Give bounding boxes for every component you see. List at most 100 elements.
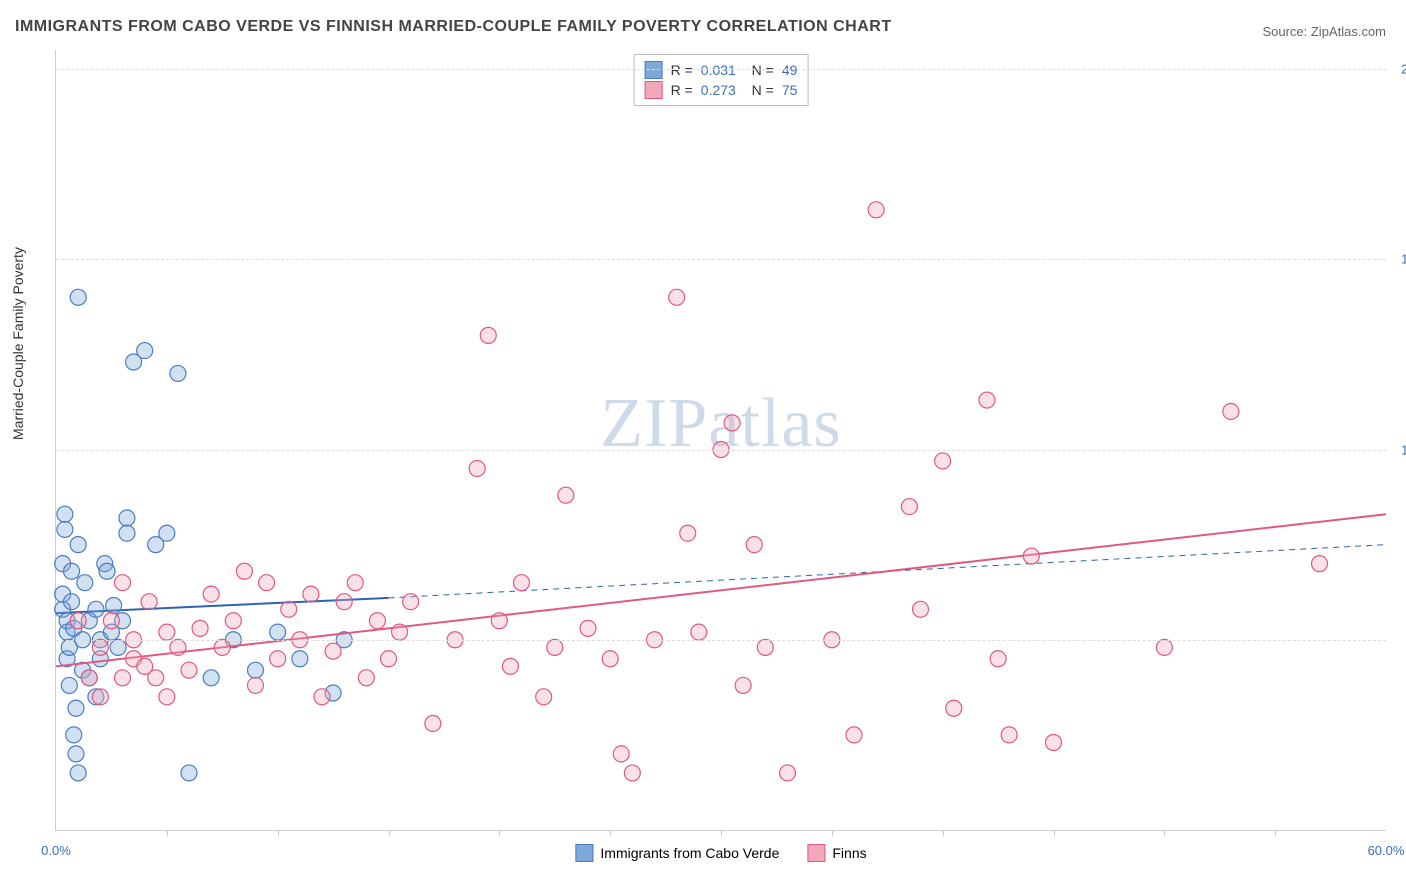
data-point bbox=[780, 765, 796, 781]
gridline bbox=[56, 69, 1386, 70]
data-point bbox=[990, 651, 1006, 667]
xtick bbox=[832, 830, 833, 836]
legend-n-value-1: 75 bbox=[782, 82, 798, 98]
legend-row-series-1: R = 0.273 N = 75 bbox=[645, 81, 798, 99]
data-point bbox=[735, 677, 751, 693]
data-point bbox=[846, 727, 862, 743]
data-point bbox=[110, 639, 126, 655]
source-attribution: Source: ZipAtlas.com bbox=[1262, 24, 1386, 39]
xtick bbox=[167, 830, 168, 836]
data-point bbox=[613, 746, 629, 762]
xtick bbox=[943, 830, 944, 836]
ytick-label: 5.0% bbox=[1390, 632, 1406, 647]
data-point bbox=[691, 624, 707, 640]
data-point bbox=[99, 563, 115, 579]
data-point bbox=[381, 651, 397, 667]
xtick bbox=[1275, 830, 1276, 836]
data-point bbox=[491, 613, 507, 629]
data-point bbox=[92, 639, 108, 655]
data-point bbox=[70, 765, 86, 781]
legend-bottom-label-0: Immigrants from Cabo Verde bbox=[600, 845, 779, 861]
data-point bbox=[514, 575, 530, 591]
data-point bbox=[1223, 403, 1239, 419]
data-point bbox=[1023, 548, 1039, 564]
legend-r-label-1: R = bbox=[671, 82, 693, 98]
scatter-svg bbox=[56, 50, 1386, 830]
data-point bbox=[724, 415, 740, 431]
data-point bbox=[303, 586, 319, 602]
data-point bbox=[480, 327, 496, 343]
data-point bbox=[88, 601, 104, 617]
data-point bbox=[270, 651, 286, 667]
legend-bottom-swatch-0 bbox=[575, 844, 593, 862]
data-point bbox=[369, 613, 385, 629]
data-point bbox=[292, 651, 308, 667]
ytick-label: 10.0% bbox=[1390, 442, 1406, 457]
legend-r-value-1: 0.273 bbox=[701, 82, 736, 98]
gridline bbox=[56, 450, 1386, 451]
data-point bbox=[119, 510, 135, 526]
xtick bbox=[278, 830, 279, 836]
data-point bbox=[64, 594, 80, 610]
data-point bbox=[580, 620, 596, 636]
data-point bbox=[358, 670, 374, 686]
data-point bbox=[1001, 727, 1017, 743]
gridline bbox=[56, 259, 1386, 260]
data-point bbox=[281, 601, 297, 617]
data-point bbox=[159, 624, 175, 640]
legend-item-0: Immigrants from Cabo Verde bbox=[575, 844, 779, 862]
data-point bbox=[119, 525, 135, 541]
data-point bbox=[192, 620, 208, 636]
data-point bbox=[115, 670, 131, 686]
data-point bbox=[170, 639, 186, 655]
data-point bbox=[70, 613, 86, 629]
data-point bbox=[170, 365, 186, 381]
data-point bbox=[137, 343, 153, 359]
data-point bbox=[746, 537, 762, 553]
data-point bbox=[270, 624, 286, 640]
data-point bbox=[403, 594, 419, 610]
gridline bbox=[56, 640, 1386, 641]
data-point bbox=[259, 575, 275, 591]
y-axis-label: Married-Couple Family Poverty bbox=[10, 247, 26, 440]
data-point bbox=[68, 700, 84, 716]
chart-plot-area: ZIPatlas R = 0.031 N = 49 R = 0.273 N = … bbox=[55, 50, 1386, 831]
data-point bbox=[57, 506, 73, 522]
data-point bbox=[901, 499, 917, 515]
data-point bbox=[92, 689, 108, 705]
data-point bbox=[115, 575, 131, 591]
data-point bbox=[70, 537, 86, 553]
data-point bbox=[181, 765, 197, 781]
data-point bbox=[392, 624, 408, 640]
data-point bbox=[547, 639, 563, 655]
data-point bbox=[70, 289, 86, 305]
data-point bbox=[868, 202, 884, 218]
data-point bbox=[935, 453, 951, 469]
legend-bottom-label-1: Finns bbox=[832, 845, 866, 861]
data-point bbox=[159, 689, 175, 705]
xtick bbox=[610, 830, 611, 836]
correlation-legend: R = 0.031 N = 49 R = 0.273 N = 75 bbox=[634, 54, 809, 106]
data-point bbox=[336, 594, 352, 610]
chart-title: IMMIGRANTS FROM CABO VERDE VS FINNISH MA… bbox=[15, 18, 892, 36]
data-point bbox=[558, 487, 574, 503]
data-point bbox=[68, 746, 84, 762]
data-point bbox=[946, 700, 962, 716]
data-point bbox=[502, 658, 518, 674]
xtick bbox=[389, 830, 390, 836]
legend-bottom-swatch-1 bbox=[807, 844, 825, 862]
data-point bbox=[425, 715, 441, 731]
legend-n-label-1: N = bbox=[744, 82, 774, 98]
data-point bbox=[203, 670, 219, 686]
data-point bbox=[64, 563, 80, 579]
data-point bbox=[159, 525, 175, 541]
xtick bbox=[1054, 830, 1055, 836]
xtick bbox=[721, 830, 722, 836]
data-point bbox=[248, 662, 264, 678]
data-point bbox=[913, 601, 929, 617]
data-point bbox=[148, 670, 164, 686]
xtick bbox=[1164, 830, 1165, 836]
data-point bbox=[248, 677, 264, 693]
data-point bbox=[57, 521, 73, 537]
data-point bbox=[77, 575, 93, 591]
